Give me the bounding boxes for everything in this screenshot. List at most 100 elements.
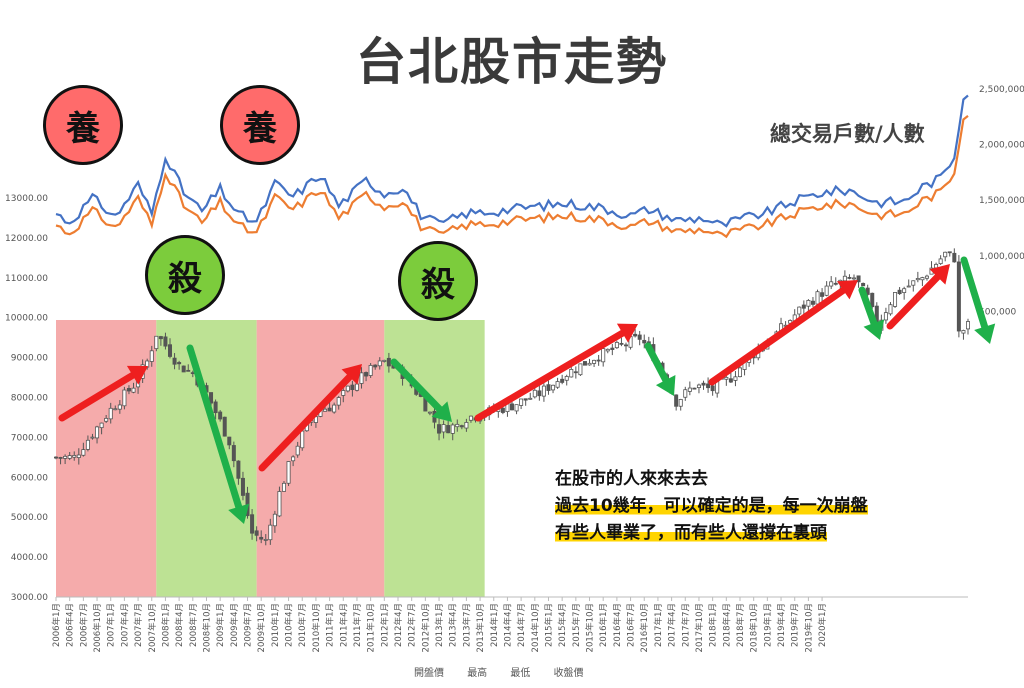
x-tick-label: 2015年1月	[543, 603, 554, 647]
up-arrow-3-shaft	[474, 329, 626, 422]
candle-body	[295, 445, 300, 456]
up-arrow-4-shaft	[708, 286, 847, 386]
candle-body	[847, 277, 852, 279]
candle-body	[67, 455, 72, 459]
note-line-2: 過去10幾年，可以確定的是，每一次崩盤	[555, 496, 868, 516]
candle-body	[619, 342, 624, 345]
candle-body	[523, 398, 528, 401]
kill-badge-1: 殺	[145, 235, 225, 315]
x-tick-label: 2012年10月	[420, 603, 431, 652]
left-axis-tick: 3000.00	[11, 593, 48, 603]
candle-body	[596, 359, 601, 362]
candle-body	[610, 347, 615, 350]
candle-body	[724, 376, 729, 380]
candle-body	[231, 445, 236, 462]
candle-body	[468, 415, 473, 421]
legend-high: 最高	[467, 668, 488, 679]
candle-body	[943, 251, 948, 258]
x-tick-label: 2013年4月	[448, 603, 459, 647]
candle-body	[801, 304, 806, 309]
raise-badge-1: 養	[43, 85, 123, 165]
candle-body	[117, 404, 122, 410]
people-line	[55, 115, 969, 239]
x-tick-label: 2010年10月	[311, 603, 322, 652]
kill-zone-3	[384, 320, 485, 597]
x-tick-label: 2006年1月	[51, 603, 62, 647]
candle-body	[131, 387, 136, 393]
kill-zone-1	[156, 320, 257, 597]
x-tick-label: 2006年10月	[92, 603, 103, 652]
up-arrow-1-head	[126, 365, 148, 385]
x-tick-label: 2017年1月	[653, 603, 664, 647]
candle-body	[810, 300, 815, 305]
note-line-1: 在股市的人來來去去	[555, 469, 708, 489]
candle-body	[728, 378, 733, 383]
candle-body	[364, 372, 369, 377]
candle-body	[519, 398, 524, 406]
candle-body	[268, 524, 273, 541]
x-tick-label: 2013年10月	[475, 603, 486, 652]
candle-body	[605, 348, 610, 352]
candle-body	[569, 369, 574, 378]
x-tick-label: 2007年1月	[106, 603, 117, 647]
x-tick-label: 2011年10月	[366, 603, 377, 652]
candle-body	[883, 312, 888, 321]
down-arrow-2-head	[431, 401, 452, 422]
x-tick-label: 2009年4月	[229, 603, 240, 647]
x-tick-label: 2010年7月	[297, 603, 308, 647]
candle-body	[956, 261, 961, 332]
candle-body	[427, 411, 432, 414]
candle-body	[368, 365, 373, 376]
candle-body	[888, 304, 893, 315]
candle-body	[674, 394, 679, 407]
candle-body	[95, 426, 100, 439]
candle-body	[113, 408, 118, 411]
candle-body	[564, 376, 569, 381]
candle-body	[624, 344, 629, 347]
candle-body	[546, 384, 551, 391]
down-arrow-4-shaft	[858, 286, 878, 327]
candle-body	[856, 275, 861, 283]
left-axis-tick: 10000.00	[5, 314, 48, 324]
x-tick-label: 2020年1月	[817, 603, 828, 647]
candle-body	[354, 383, 359, 391]
candle-body	[514, 404, 519, 412]
candle-body	[163, 336, 168, 347]
candle-body	[601, 348, 606, 363]
x-tick-label: 2016年1月	[598, 603, 609, 647]
candle-body	[710, 385, 715, 392]
candle-body	[90, 436, 95, 439]
candle-body	[126, 388, 131, 392]
x-tick-label: 2011年4月	[338, 603, 349, 647]
candle-body	[897, 289, 902, 295]
x-tick-label: 2016年4月	[612, 603, 623, 647]
x-tick-label: 2015年10月	[585, 603, 596, 652]
up-arrow-1-shaft	[58, 371, 137, 422]
candle-body	[218, 411, 223, 420]
legend-low: 最低	[510, 668, 531, 679]
x-tick-label: 2014年1月	[489, 603, 500, 647]
candle-body	[687, 387, 692, 392]
candle-body	[696, 384, 701, 389]
down-arrow-3-shaft	[644, 342, 670, 384]
candle-body	[332, 404, 337, 413]
candle-body	[541, 385, 546, 397]
candle-body	[961, 330, 966, 334]
x-tick-label: 2019年7月	[790, 603, 801, 647]
candle-body	[359, 372, 364, 384]
down-arrow-5-head	[974, 323, 996, 344]
candle-body	[186, 369, 191, 372]
candle-body	[190, 372, 195, 375]
candle-body	[947, 251, 952, 254]
candle-body	[104, 417, 109, 422]
x-tick-label: 2006年4月	[65, 603, 76, 647]
candle-body	[551, 384, 556, 391]
up-arrow-2-shaft	[258, 373, 354, 472]
candle-body	[683, 389, 688, 398]
candle-body	[587, 362, 592, 366]
series-label: 總交易戶數/人數	[770, 122, 925, 146]
candle-body	[842, 275, 847, 282]
raise-zone-2	[256, 320, 385, 597]
